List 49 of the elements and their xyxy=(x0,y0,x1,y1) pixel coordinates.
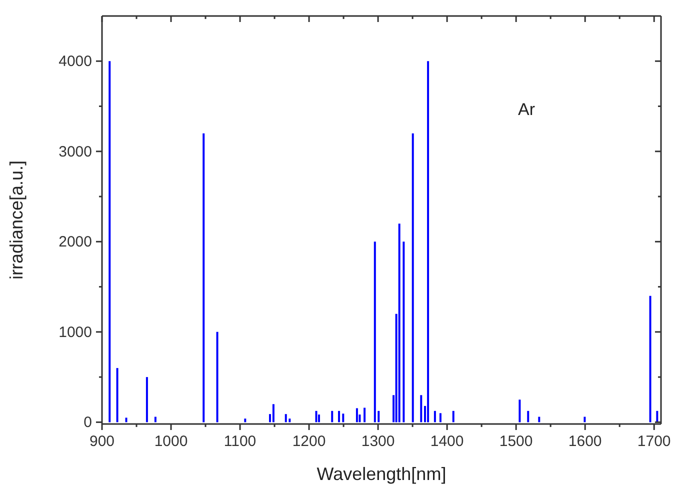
bar xyxy=(420,395,422,422)
bar xyxy=(518,400,521,422)
bar xyxy=(331,410,334,422)
x-tick-label: 1400 xyxy=(430,433,464,450)
bar xyxy=(244,418,246,422)
bar xyxy=(116,368,118,422)
bar xyxy=(584,416,586,422)
y-tick-label: 2000 xyxy=(58,234,92,251)
bar xyxy=(146,377,148,422)
x-tick-label: 1700 xyxy=(637,433,671,450)
bar xyxy=(315,410,318,422)
bar xyxy=(452,410,454,422)
bar xyxy=(356,408,358,422)
x-tick-label: 1600 xyxy=(568,433,602,450)
bar xyxy=(374,242,376,422)
bar xyxy=(398,224,400,422)
bar xyxy=(272,404,274,422)
x-tick-label: 1100 xyxy=(224,433,256,450)
bar xyxy=(364,408,366,422)
bar xyxy=(427,61,430,422)
x-tick-label: 1300 xyxy=(361,433,395,450)
y-tick-label: 3000 xyxy=(58,143,92,160)
bar xyxy=(125,418,128,422)
bar xyxy=(527,410,530,422)
bar xyxy=(284,414,287,422)
bar xyxy=(216,332,218,422)
bar xyxy=(108,61,111,422)
y-tick-label: 4000 xyxy=(58,53,92,70)
x-tick-label: 1000 xyxy=(154,433,188,450)
y-axis-title: irradiance[a.u.] xyxy=(6,160,26,280)
y-tick-label: 1000 xyxy=(58,324,92,341)
bar xyxy=(649,296,652,422)
bar xyxy=(202,133,205,422)
bar xyxy=(434,410,436,422)
annotation: Ar xyxy=(518,100,535,120)
bar xyxy=(538,416,540,422)
y-tick-label: 0 xyxy=(84,414,92,432)
bar xyxy=(412,133,414,422)
x-tick-label: 1500 xyxy=(499,433,533,450)
bar xyxy=(318,414,320,422)
x-tick-label: 1200 xyxy=(292,433,326,450)
bar xyxy=(154,416,156,422)
x-axis-title: Wavelength[nm] xyxy=(316,464,446,484)
bar xyxy=(439,413,442,422)
bar xyxy=(342,414,344,422)
bar xyxy=(402,242,405,422)
bar xyxy=(338,410,340,422)
x-tick-label: 900 xyxy=(89,433,115,450)
bar xyxy=(656,410,658,422)
